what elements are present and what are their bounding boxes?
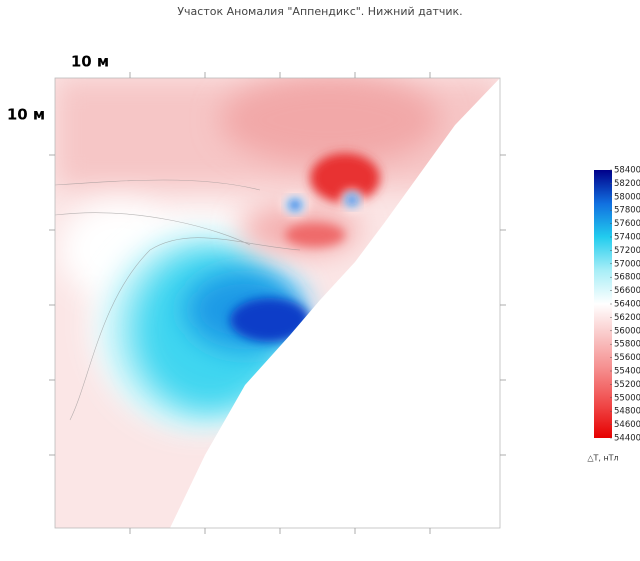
colorbar-tick-label: 55200 [614, 380, 640, 390]
colorbar-tick-label: 56800 [614, 273, 640, 283]
anomaly-map [55, 78, 500, 528]
colorbar-tick-label: 57200 [614, 246, 640, 256]
colorbar-tick-label: 58400 [614, 166, 640, 176]
colorbar-tick-label: 55000 [614, 393, 640, 403]
colorbar-tick-label: 56600 [614, 286, 640, 296]
colorbar-tick-label: 58200 [614, 179, 640, 189]
colorbar-tick-label: 56200 [614, 313, 640, 323]
title: Участок Аномалия "Аппендикс". Нижний дат… [177, 5, 462, 18]
colorbar [594, 170, 612, 438]
colorbar-tick-label: 55600 [614, 353, 640, 363]
colorbar-tick-label: 58000 [614, 192, 640, 202]
colorbar-tick-label: 56000 [614, 326, 640, 336]
colorbar-tick-label: 55800 [614, 340, 640, 350]
colorbar-tick-label: 57000 [614, 259, 640, 269]
colorbar-tick-label: 57600 [614, 219, 640, 229]
colorbar-tick-label: 57800 [614, 206, 640, 216]
colorbar-tick-label: 54600 [614, 420, 640, 430]
colorbar-tick-label: 54800 [614, 407, 640, 417]
scale-label: 10 м [71, 53, 109, 71]
colorbar-tick-label: 57400 [614, 233, 640, 243]
map-frame [54, 77, 501, 529]
colorbar-tick-label: 54400 [614, 434, 640, 444]
colorbar-tick-label: 55400 [614, 367, 640, 377]
colorbar-ticks: 58400 58200 58000 57800 57600 57400 57200 57000… [610, 166, 640, 444]
frame-ticks [49, 72, 506, 534]
colorbar-tick-label: 56400 [614, 300, 640, 310]
scale-label: 10 м [7, 106, 45, 124]
colorbar-label: △T, нТл [587, 454, 618, 463]
